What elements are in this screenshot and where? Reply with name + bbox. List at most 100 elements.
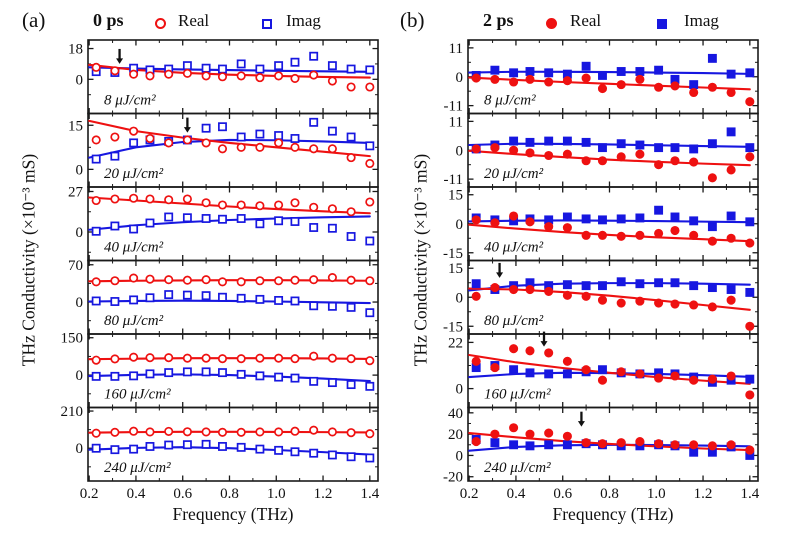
real-point bbox=[201, 427, 211, 437]
imag-point bbox=[274, 216, 284, 226]
fluence-label: 40 μJ/cm² bbox=[484, 240, 544, 256]
real-point bbox=[544, 286, 554, 296]
y-tick-label: 20 bbox=[448, 427, 463, 443]
imag-point bbox=[129, 295, 139, 305]
imag-point bbox=[598, 281, 607, 291]
imag-point bbox=[218, 292, 227, 302]
imag-point bbox=[129, 224, 139, 234]
imag-point bbox=[164, 368, 174, 378]
imag-point bbox=[490, 65, 500, 75]
subplot-b-5: 22 0 160 μJ/cm² bbox=[448, 331, 759, 409]
imag-point bbox=[654, 278, 664, 288]
imag-point bbox=[236, 442, 246, 452]
imag-point bbox=[309, 51, 319, 61]
imag-point bbox=[598, 215, 607, 225]
imag-point bbox=[255, 219, 265, 229]
imag-point bbox=[562, 212, 572, 222]
imag-point bbox=[544, 136, 554, 146]
subplot-b-4: 15 0 -15 80 μJ/cm² bbox=[443, 259, 759, 335]
real-point bbox=[544, 222, 554, 232]
imag-point bbox=[255, 294, 265, 304]
real-point bbox=[129, 273, 139, 283]
real-point bbox=[562, 431, 572, 441]
real-point bbox=[581, 73, 591, 83]
real-point bbox=[544, 348, 554, 358]
real-point bbox=[562, 223, 572, 233]
real-point bbox=[255, 276, 265, 286]
real-point bbox=[654, 82, 664, 92]
x-tick-label: 1.4 bbox=[740, 486, 759, 502]
real-point bbox=[654, 160, 664, 170]
imag-point bbox=[218, 64, 227, 74]
real-point bbox=[255, 142, 265, 152]
panel-a-time-label: 0 ps bbox=[93, 10, 124, 30]
y-tick-label: 70 bbox=[68, 258, 83, 274]
real-point bbox=[616, 298, 626, 308]
y-tick-label: -15 bbox=[443, 319, 463, 335]
imag-point bbox=[689, 80, 699, 90]
real-point bbox=[274, 427, 284, 437]
subplot-b-1: 11 0 -11 8 μJ/cm² bbox=[444, 39, 759, 115]
imag-point bbox=[274, 61, 284, 71]
real-point bbox=[525, 284, 535, 295]
real-point bbox=[689, 230, 699, 240]
real-point bbox=[164, 195, 174, 205]
imag-point bbox=[689, 281, 699, 291]
real-point bbox=[365, 356, 375, 366]
real-point bbox=[525, 148, 535, 158]
real-point bbox=[581, 365, 591, 375]
imag-point bbox=[110, 297, 120, 306]
imag-point bbox=[145, 369, 155, 379]
real-point bbox=[525, 429, 535, 439]
x-tick-label: 0.2 bbox=[460, 486, 479, 502]
real-point bbox=[327, 427, 337, 437]
real-point bbox=[217, 277, 228, 287]
real-point bbox=[236, 427, 246, 437]
imag-point bbox=[616, 277, 626, 287]
real-point bbox=[129, 126, 139, 136]
x-tick-label: 1.0 bbox=[647, 486, 666, 502]
real-fit-line bbox=[468, 353, 751, 385]
imag-point bbox=[616, 214, 626, 224]
real-point bbox=[745, 97, 755, 107]
imag-point bbox=[745, 217, 755, 227]
real-point bbox=[689, 87, 699, 98]
real-point bbox=[110, 132, 120, 142]
imag-point bbox=[581, 214, 591, 224]
real-point bbox=[182, 353, 192, 363]
imag-point bbox=[236, 59, 246, 69]
imag-point bbox=[290, 217, 300, 226]
panel-b-label: (b) bbox=[400, 8, 425, 32]
imag-point bbox=[290, 373, 300, 383]
fluence-label: 240 μJ/cm² bbox=[484, 460, 551, 476]
imag-point bbox=[236, 132, 246, 142]
imag-point bbox=[327, 223, 337, 233]
real-point bbox=[327, 272, 337, 283]
imag-point bbox=[346, 132, 356, 142]
imag-point bbox=[164, 440, 174, 450]
real-point bbox=[635, 296, 645, 306]
real-point bbox=[217, 144, 228, 154]
imag-point bbox=[145, 442, 155, 451]
imag-point bbox=[129, 444, 139, 454]
real-point bbox=[689, 300, 699, 310]
imag-point bbox=[290, 57, 300, 67]
real-point bbox=[182, 427, 192, 437]
imag-point bbox=[274, 131, 284, 140]
real-point bbox=[707, 441, 717, 451]
imag-point bbox=[218, 122, 227, 132]
imag-point bbox=[689, 216, 699, 226]
real-point bbox=[290, 354, 300, 364]
imag-point bbox=[91, 154, 101, 164]
imag-point bbox=[255, 444, 265, 454]
real-point bbox=[490, 429, 500, 439]
real-point bbox=[726, 440, 736, 450]
imag-point bbox=[365, 308, 375, 318]
real-point bbox=[346, 207, 356, 217]
real-point bbox=[110, 276, 120, 286]
real-point bbox=[182, 68, 192, 78]
real-point bbox=[182, 275, 192, 285]
fluence-label: 80 μJ/cm² bbox=[104, 313, 164, 329]
y-tick-label: 15 bbox=[448, 188, 463, 204]
annotation-arrow-head bbox=[116, 58, 124, 64]
